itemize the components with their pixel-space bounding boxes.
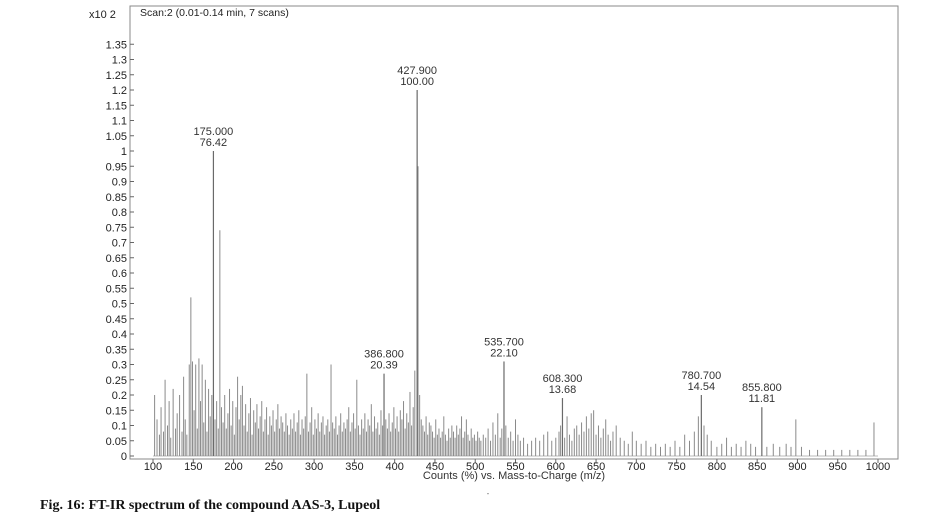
y-multiplier-label: x10 2 [89, 9, 116, 21]
x-tick-label: 100 [144, 461, 162, 473]
x-tick-label: 850 [748, 461, 766, 473]
peak-mz-label: 608.300 [543, 373, 583, 385]
y-tick-label: 1.1 [112, 116, 127, 128]
x-tick-label: 150 [184, 461, 202, 473]
x-tick-label: 800 [708, 461, 726, 473]
plot-area [129, 5, 899, 460]
x-tick-label: 200 [224, 461, 242, 473]
scan-legend: Scan:2 (0.01-0.14 min, 7 scans) [140, 7, 289, 19]
peak-intensity-label: 100.00 [400, 76, 434, 88]
y-tick-label: 0.65 [106, 253, 127, 265]
x-tick-label: 400 [385, 461, 403, 473]
x-axis-label: Counts (%) vs. Mass-to-Charge (m/z) [423, 470, 605, 482]
y-tick-label: 1.25 [106, 70, 127, 82]
peak-intensity-label: 11.81 [748, 393, 775, 405]
y-tick-label: 0.1 [112, 421, 127, 433]
y-tick-label: 1 [121, 146, 127, 158]
y-tick-label: 0.6 [112, 268, 127, 280]
peak-intensity-label: 76.42 [200, 137, 228, 149]
y-tick-label: 0.4 [112, 329, 127, 341]
x-axis: 100 150 200 250 300 350 400 450 500 550 600 650 700 7… [144, 459, 890, 473]
peak-mz-label: 780.700 [681, 370, 721, 382]
peak-mz-label: 175.000 [194, 126, 234, 138]
x-tick-label: 550 [506, 461, 524, 473]
y-axis: 0 0.05 0.1 0.15 0.2 0.25 0.3 0.35 0.4 0.45 0.5 0.55… [106, 39, 134, 463]
y-tick-label: 1.05 [106, 131, 127, 143]
y-tick-label: 1.2 [112, 85, 127, 97]
peak-mz-label: 855.800 [742, 382, 782, 394]
peak-intensity-label: 20.39 [370, 360, 398, 372]
x-tick-label: 900 [788, 461, 806, 473]
spectrum-peaks [153, 90, 878, 457]
y-tick-label: 0.8 [112, 207, 127, 219]
y-tick-label: 0.55 [106, 283, 127, 295]
y-tick-label: 0.05 [106, 436, 127, 448]
y-tick-label: 0.75 [106, 222, 127, 234]
peak-mz-label: 427.900 [397, 65, 437, 77]
peak-intensity-label: 22.10 [490, 347, 518, 359]
y-tick-label: 1.3 [112, 55, 127, 67]
y-tick-label: 0.15 [106, 405, 127, 417]
y-tick-label: 1.35 [106, 39, 127, 51]
axis-dash-mark: - [487, 489, 490, 498]
x-tick-label: 300 [305, 461, 323, 473]
y-tick-label: 0.35 [106, 344, 127, 356]
peak-intensity-label: 13.68 [549, 384, 577, 396]
y-tick-label: 0.7 [112, 238, 127, 250]
x-tick-label: 650 [587, 461, 605, 473]
y-tick-label: 0.95 [106, 161, 127, 173]
x-tick-label: 750 [667, 461, 685, 473]
y-tick-label: 0.45 [106, 314, 127, 326]
y-tick-label: 0.3 [112, 360, 127, 372]
x-tick-label: 600 [547, 461, 565, 473]
peak-mz-label: 535.700 [484, 336, 524, 348]
y-tick-label: 0 [121, 451, 127, 463]
y-tick-label: 0.9 [112, 177, 127, 189]
figure-caption: Fig. 16: FT-IR spectrum of the compound … [40, 498, 381, 513]
y-tick-label: 0.5 [112, 299, 127, 311]
peak-intensity-label: 14.54 [688, 381, 716, 393]
x-tick-label: 350 [345, 461, 363, 473]
y-tick-label: 0.85 [106, 192, 127, 204]
peak-mz-label: 386.800 [364, 349, 404, 361]
y-tick-label: 0.25 [106, 375, 127, 387]
x-tick-label: 500 [466, 461, 484, 473]
x-tick-label: 250 [265, 461, 283, 473]
y-tick-label: 1.15 [106, 100, 127, 112]
x-tick-label: 950 [829, 461, 847, 473]
x-tick-label: 1000 [866, 461, 890, 473]
x-tick-label: 700 [627, 461, 645, 473]
x-tick-label: 450 [426, 461, 444, 473]
y-tick-label: 0.2 [112, 390, 127, 402]
